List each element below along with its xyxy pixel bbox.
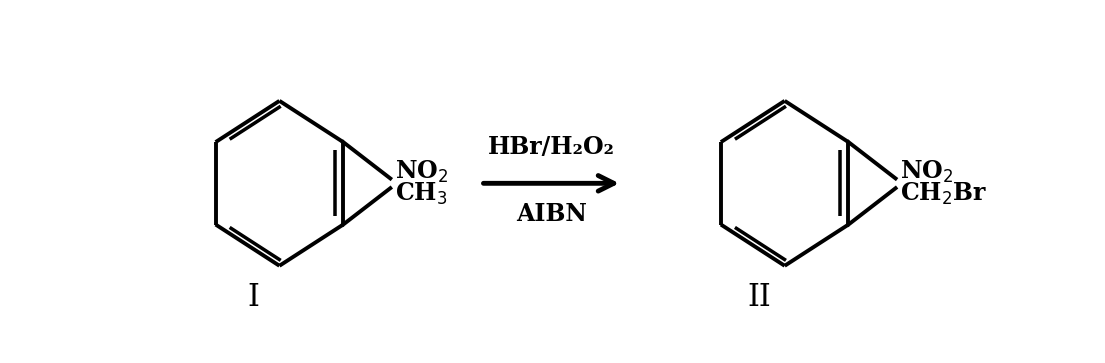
Text: CH$_3$: CH$_3$ <box>394 181 448 207</box>
Text: I: I <box>248 282 260 313</box>
Text: II: II <box>747 282 771 313</box>
Text: NO$_2$: NO$_2$ <box>394 159 448 185</box>
Text: CH$_2$Br: CH$_2$Br <box>899 181 987 207</box>
Text: AIBN: AIBN <box>516 202 587 226</box>
Text: NO$_2$: NO$_2$ <box>899 159 954 185</box>
Text: HBr/H₂O₂: HBr/H₂O₂ <box>487 135 614 159</box>
